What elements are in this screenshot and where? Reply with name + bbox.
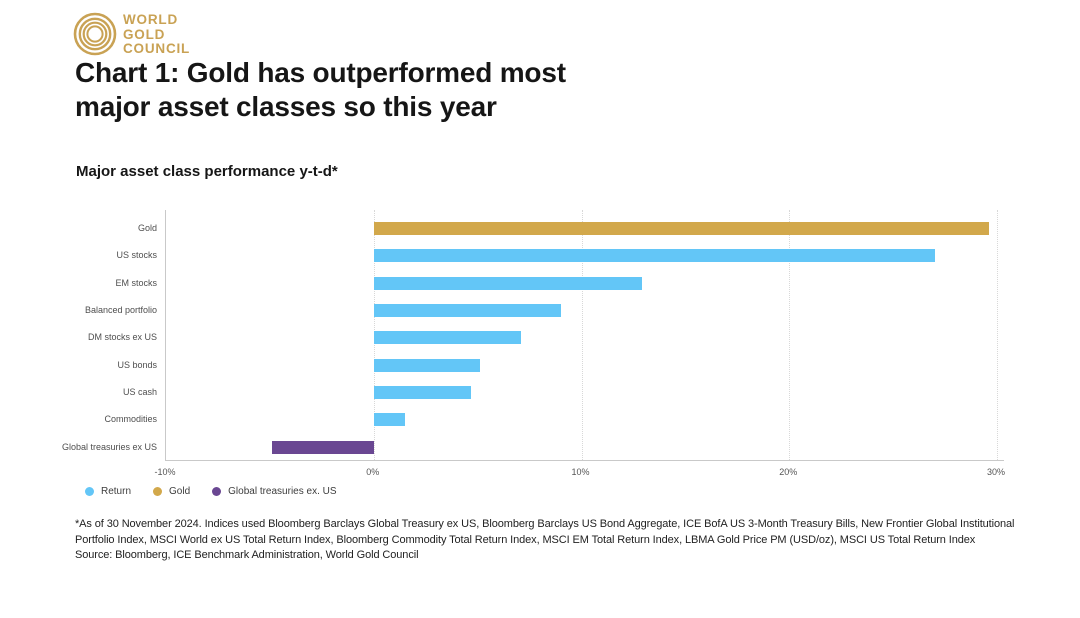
plot-area bbox=[165, 210, 1004, 461]
x-axis-ticks: -10% 0% 10% 20% 30% bbox=[154, 467, 1006, 481]
wordmark-line-2: GOLD bbox=[123, 26, 166, 42]
x-tick--10%: -10% bbox=[154, 467, 176, 477]
legend-dot-return bbox=[85, 487, 94, 496]
legend-label-return: Return bbox=[101, 486, 132, 497]
category-label-global-treasuries-ex-us: Global treasuries ex US bbox=[61, 441, 157, 452]
legend-item-global-treasuries-ex-us: Global treasuries ex. US bbox=[212, 486, 337, 497]
bar-gold bbox=[373, 222, 989, 235]
gridline-20% bbox=[789, 210, 791, 460]
legend-item-return: Return bbox=[85, 486, 131, 497]
category-label-commodities: Commodities bbox=[104, 414, 157, 425]
category-label-em-stocks: EM stocks bbox=[115, 277, 157, 288]
x-tick-30%: 30% bbox=[986, 467, 1006, 477]
gridline-30% bbox=[997, 210, 998, 460]
gridline-10% bbox=[581, 210, 583, 460]
legend-dot-global-treasuries-ex-us bbox=[212, 487, 222, 496]
x-tick-0%: 0% bbox=[366, 467, 380, 477]
legend-dot-gold bbox=[153, 487, 163, 496]
source-line: Source: Bloomberg, ICE Benchmark Adminis… bbox=[75, 549, 419, 561]
bar-em-stocks bbox=[373, 276, 642, 290]
bar-us-cash bbox=[373, 386, 472, 400]
bar-balanced-portfolio bbox=[373, 304, 561, 318]
page-title-line-1: Chart 1: Gold has outperformed most bbox=[75, 57, 566, 88]
category-label-us-cash: US cash bbox=[122, 387, 157, 398]
legend-label-gold: Gold bbox=[169, 486, 191, 497]
category-label-us-bonds: US bonds bbox=[117, 359, 157, 370]
chart-legend: Return Gold Global treasuries ex. US bbox=[85, 486, 337, 497]
category-labels: Gold US stocks EM stocks Balanced portfolio… bbox=[0, 210, 157, 460]
wordmark-line-3: COUNCIL bbox=[123, 41, 191, 56]
x-tick-20%: 20% bbox=[779, 467, 798, 477]
category-label-us-stocks: US stocks bbox=[116, 250, 157, 261]
chart-subtitle: Major asset class performance y-t-d* bbox=[76, 163, 338, 180]
logo-wordmark: WORLD GOLD COUNCIL bbox=[123, 12, 191, 57]
bar-us-stocks bbox=[373, 249, 935, 263]
x-tick-10%: 10% bbox=[571, 467, 590, 477]
bar-dm-stocks-ex-us bbox=[373, 331, 522, 345]
bar-commodities bbox=[373, 413, 405, 427]
footnote-text: *As of 30 November 2024. Indices used Bl… bbox=[75, 518, 1015, 546]
category-label-gold: Gold bbox=[137, 223, 157, 233]
page-title: Chart 1: Gold has outperformed most majo… bbox=[75, 56, 775, 124]
category-label-dm-stocks-ex-us: DM stocks ex US bbox=[87, 332, 157, 343]
category-label-balanced-portfolio: Balanced portfolio bbox=[84, 305, 157, 316]
bar-chart: Gold US stocks EM stocks Balanced portfolio… bbox=[0, 210, 1080, 510]
page-title-line-2: major asset classes so this year bbox=[75, 91, 497, 122]
world-gold-council-logo bbox=[73, 12, 117, 56]
legend-label-global-treasuries-ex-us: Global treasuries ex. US bbox=[228, 486, 337, 497]
footnote: *As of 30 November 2024. Indices used Bl… bbox=[75, 517, 1027, 564]
bar-global-treasuries-ex-us bbox=[271, 440, 374, 454]
concentric-rings-icon bbox=[73, 12, 117, 56]
wordmark-line-1: WORLD bbox=[123, 12, 178, 27]
bar-us-bonds bbox=[373, 358, 480, 372]
legend-item-gold: Gold bbox=[153, 486, 190, 497]
